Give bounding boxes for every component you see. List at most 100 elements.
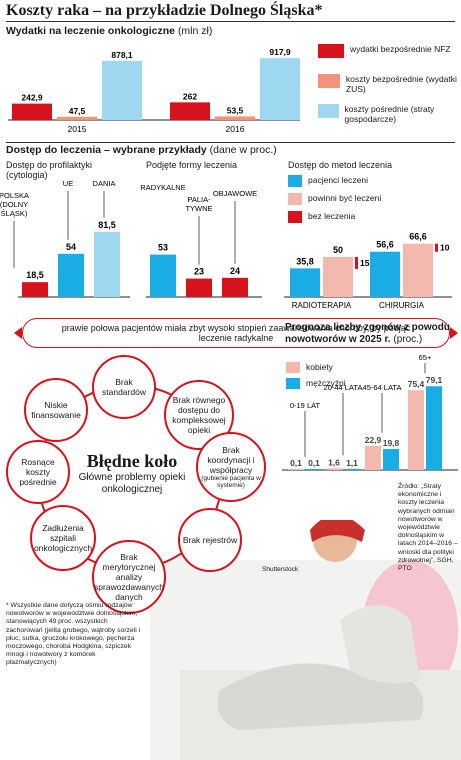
legend-label: kobiety — [306, 362, 333, 372]
legend-item-men: mężczyźni — [286, 378, 396, 394]
bar-forms — [186, 278, 212, 297]
divider — [6, 21, 455, 22]
bar-should — [403, 243, 433, 297]
value-label: 23 — [194, 267, 204, 277]
bar-1 — [57, 116, 97, 120]
bar-0 — [12, 103, 52, 120]
category-label: 2016 — [226, 124, 245, 134]
legend-swatch — [286, 362, 300, 373]
banner: prawie połowa pacjentów miała zbyt wysok… — [22, 318, 450, 348]
access-title: Dostęp do leczenia – wybrane przykłady — [6, 144, 207, 156]
legend-label: powinni być leczeni — [308, 193, 382, 203]
bar-untreated — [355, 257, 358, 269]
value-label: 15 — [360, 258, 370, 268]
value-label: 22,9 — [365, 435, 382, 445]
value-label: 0,1 — [308, 458, 320, 468]
legend-label: mężczyźni — [306, 378, 346, 388]
spend-unit: (mln zł) — [177, 25, 213, 37]
legend-label: koszty bezpośrednie (wydatki ZUS) — [345, 74, 457, 94]
cycle-node-standards: Brak standardów — [92, 355, 156, 419]
category-label: CHIRURGIA — [379, 301, 425, 310]
category-label: RADIOTERAPIA — [292, 301, 352, 310]
legend-swatch — [288, 211, 302, 223]
bar-forms — [150, 254, 176, 297]
value-label: 262 — [183, 91, 197, 101]
page-title: Koszty raka – na przykładzie Dolnego Ślą… — [6, 2, 323, 19]
cycle-node-registers: Brak rejestrów — [178, 508, 242, 572]
bar-forecast — [344, 468, 360, 470]
access-unit: (dane w proc.) — [209, 144, 277, 156]
category-label: (DOLNY — [0, 200, 28, 209]
forecast-unit: (proc.) — [393, 333, 423, 345]
value-label: 53,5 — [227, 105, 244, 115]
value-label: 47,5 — [69, 106, 86, 116]
bar-forecast — [326, 468, 342, 470]
category-label: 45-64 LATA — [363, 383, 402, 392]
value-label: 18,5 — [26, 270, 44, 280]
forecast-legend: kobiety mężczyźni — [286, 362, 396, 394]
source-note: Źródło: „Straty ekonomiczne i koszty lec… — [398, 483, 458, 573]
value-label: 56,6 — [376, 240, 394, 250]
bar-forecast — [306, 469, 322, 470]
legend-label: pacjenci leczeni — [308, 175, 369, 185]
bar-forms — [222, 277, 248, 297]
cycle-node-funding: Niskie finansowanie — [24, 378, 88, 442]
spend-legend: wydatki bezpośrednie NFZ koszty bezpośre… — [318, 44, 458, 134]
cycle-node-debt: Zadłużenia szpitali onkologicznych — [30, 505, 96, 571]
bar-treated — [290, 268, 320, 297]
divider — [6, 142, 455, 143]
cycle-node-coordination: Brak koordynacji i współpracy (gubienie … — [196, 432, 266, 502]
category-label: DANIA — [93, 179, 116, 188]
bar-forecast — [426, 386, 442, 470]
category-label: 20-44 LATA — [324, 383, 363, 392]
legend-item-treated: pacjenci leczeni — [288, 175, 458, 193]
legend-label: wydatki bezpośrednie NFZ — [350, 44, 451, 54]
legend-label: bez leczenia — [308, 211, 356, 221]
spend-title: Wydatki na leczenie onkologiczne — [6, 25, 176, 37]
bar-treated — [370, 251, 400, 297]
category-label: 0-19 LAT — [290, 401, 321, 410]
value-label: 66,6 — [409, 232, 427, 242]
methods-legend: pacjenci leczeni powinni być leczeni bez… — [288, 175, 458, 229]
bar-2 — [260, 58, 300, 120]
bar-forecast — [408, 390, 424, 470]
spend-section-title: Wydatki na leczenie onkologiczne (mln zł… — [6, 25, 212, 37]
category-label: 65+ — [419, 353, 432, 362]
value-label: 54 — [66, 242, 76, 252]
category-label: 2015 — [68, 124, 87, 134]
cycle-node-costs: Rosnące koszty pośrednie — [6, 440, 70, 504]
value-label: 10 — [440, 243, 450, 253]
bar-0 — [170, 102, 210, 120]
category-label: TYWNE — [185, 204, 212, 213]
value-label: 878,1 — [111, 50, 133, 60]
value-label: 81,5 — [98, 220, 116, 230]
bar-forecast — [288, 469, 304, 470]
legend-item-zus: koszty bezpośrednie (wydatki ZUS) — [318, 74, 458, 104]
legend-item-untreated: bez leczenia — [288, 211, 458, 229]
access-section-title: Dostęp do leczenia – wybrane przykłady (… — [6, 144, 277, 156]
bar-prof — [58, 253, 84, 297]
category-label: RADYKALNE — [140, 183, 185, 192]
bar-2 — [102, 60, 142, 120]
value-label: 242,9 — [21, 93, 43, 103]
legend-swatch — [288, 175, 302, 187]
prof-chart-title: Dostęp do profilaktyki (cytologia) — [6, 160, 93, 180]
legend-item-women: kobiety — [286, 362, 396, 378]
category-label: OBJAWOWE — [213, 189, 257, 198]
legend-item-nfz: wydatki bezpośrednie NFZ — [318, 44, 458, 74]
value-label: 19,8 — [383, 438, 400, 448]
value-label: 53 — [158, 243, 168, 253]
legend-item-should: powinni być leczeni — [288, 193, 458, 211]
forecast-title-block: Prognoza liczby zgonów z powodu nowotwor… — [285, 322, 457, 345]
methods-chart-title: Dostęp do metod leczenia — [288, 160, 393, 170]
category-label: PALIA- — [187, 195, 211, 204]
forms-chart-title: Podjęte formy leczenia — [146, 160, 238, 170]
cycle-center: Błędne koło Główne problemy opieki onkol… — [58, 451, 206, 496]
spend-chart: 242,9 47,5 878,1 2015 262 53,5 917,9 2016 — [8, 47, 300, 134]
legend-swatch — [318, 104, 339, 118]
bar-1 — [215, 116, 255, 120]
value-label: 50 — [333, 245, 343, 255]
woman-photo — [180, 520, 461, 760]
cycle-node-analysis: Brak merytorycznej analizy sprawozdawany… — [92, 540, 166, 614]
value-label: 75,4 — [408, 379, 425, 389]
